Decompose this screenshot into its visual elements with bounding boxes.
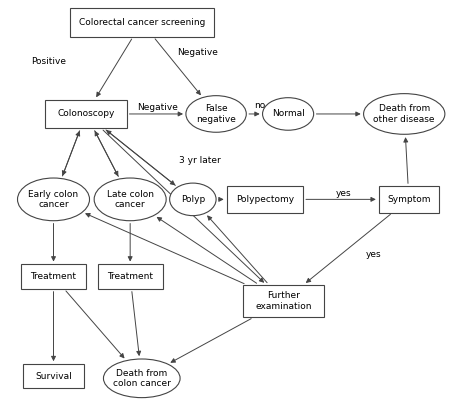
Ellipse shape	[364, 94, 445, 134]
Text: Polyp: Polyp	[181, 195, 205, 204]
Text: Treatment: Treatment	[30, 272, 76, 281]
Text: Death from
other disease: Death from other disease	[374, 104, 435, 124]
Ellipse shape	[103, 359, 180, 398]
Bar	[23, 364, 84, 388]
Text: Polypectomy: Polypectomy	[236, 195, 294, 204]
Bar	[46, 100, 127, 128]
Text: False
negative: False negative	[196, 104, 236, 124]
Text: Survival: Survival	[35, 372, 72, 381]
Text: Normal: Normal	[272, 110, 304, 118]
Ellipse shape	[263, 98, 314, 130]
Text: 3 yr later: 3 yr later	[179, 156, 221, 165]
Text: yes: yes	[366, 250, 382, 259]
Ellipse shape	[170, 183, 216, 216]
Bar	[243, 285, 324, 317]
Bar	[98, 264, 163, 289]
Text: yes: yes	[336, 189, 352, 198]
Ellipse shape	[94, 178, 166, 221]
Ellipse shape	[18, 178, 90, 221]
Text: Early colon
cancer: Early colon cancer	[28, 190, 79, 209]
Text: Late colon
cancer: Late colon cancer	[107, 190, 154, 209]
Text: Treatment: Treatment	[107, 272, 153, 281]
Ellipse shape	[186, 95, 246, 132]
Text: Positive: Positive	[31, 56, 66, 66]
Text: Colonoscopy: Colonoscopy	[57, 110, 115, 118]
Text: no: no	[255, 101, 266, 110]
Text: Symptom: Symptom	[387, 195, 430, 204]
Text: Negative: Negative	[177, 49, 218, 57]
Bar	[70, 8, 214, 37]
Text: Death from
colon cancer: Death from colon cancer	[113, 369, 171, 388]
Bar	[21, 264, 86, 289]
Text: Negative: Negative	[137, 103, 179, 112]
Text: Further
examination: Further examination	[255, 291, 312, 311]
Bar	[227, 186, 303, 212]
Bar	[379, 186, 439, 212]
Text: Colorectal cancer screening: Colorectal cancer screening	[79, 18, 205, 27]
